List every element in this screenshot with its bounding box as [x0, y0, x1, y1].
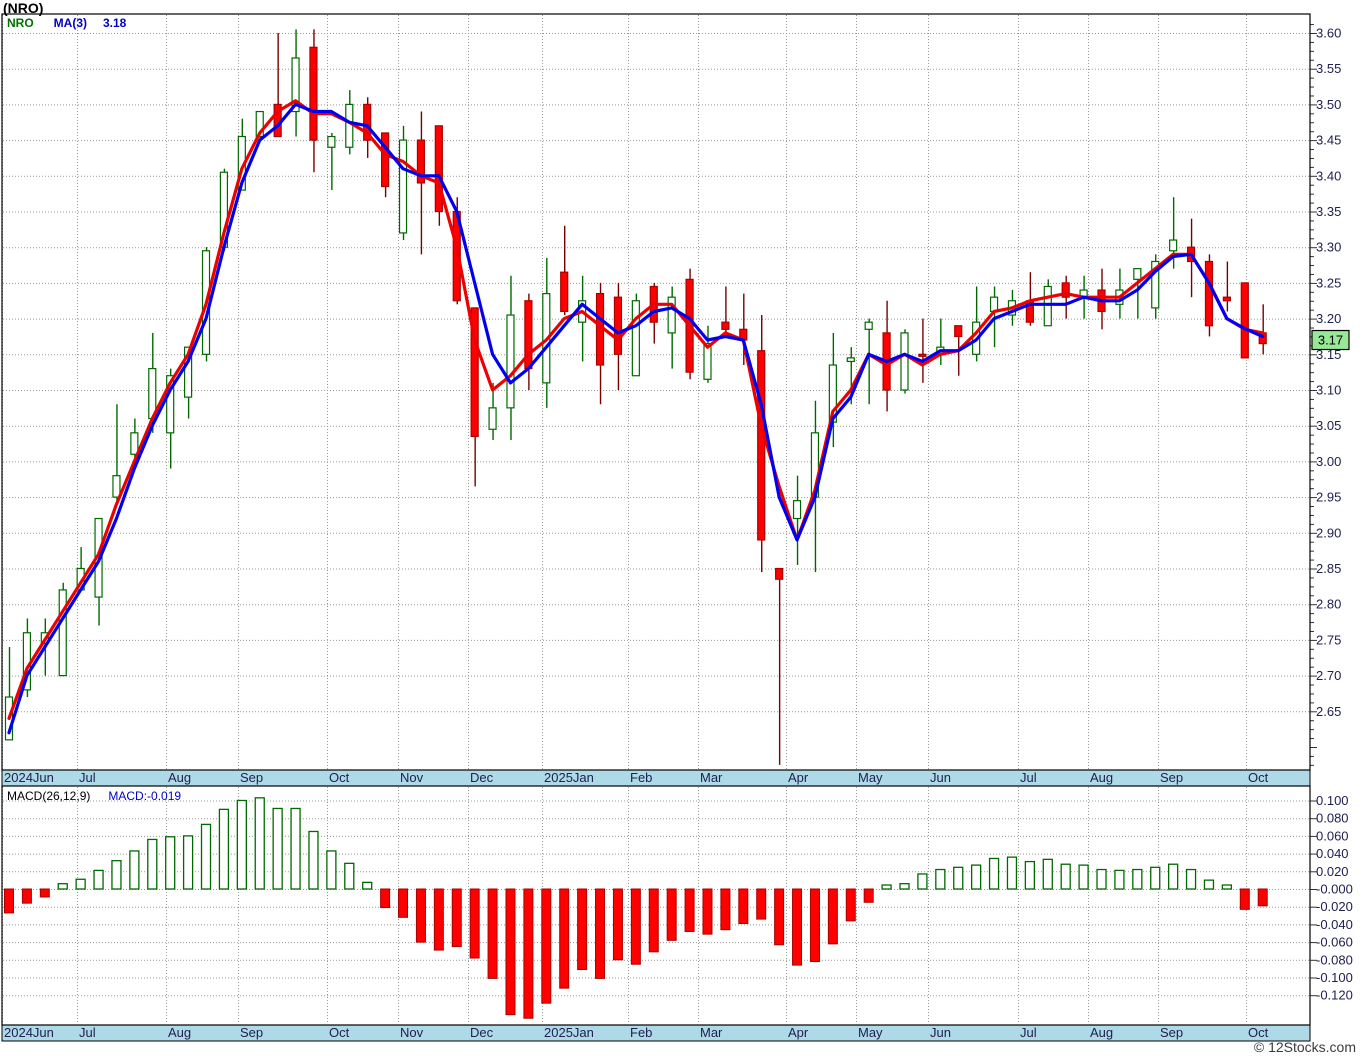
- svg-text:3.10: 3.10: [1316, 383, 1341, 398]
- svg-text:3.30: 3.30: [1316, 240, 1341, 255]
- svg-text:0.080: 0.080: [1316, 811, 1349, 826]
- svg-text:2025Jan: 2025Jan: [544, 1025, 594, 1040]
- svg-text:3.05: 3.05: [1316, 418, 1341, 433]
- ma-line-red: [7, 99, 1265, 721]
- svg-text:Mar: Mar: [700, 1025, 723, 1040]
- svg-text:0.060: 0.060: [1316, 828, 1349, 843]
- macd-histogram: [4, 797, 1268, 1019]
- svg-text:2025Jan: 2025Jan: [544, 770, 594, 785]
- svg-text:2.80: 2.80: [1316, 597, 1341, 612]
- svg-text:3.15: 3.15: [1316, 347, 1341, 362]
- page-title: (NRO): [3, 0, 44, 16]
- svg-text:Mar: Mar: [700, 770, 723, 785]
- svg-text:-0.080: -0.080: [1316, 952, 1353, 967]
- ma-line-blue: [7, 102, 1265, 735]
- svg-text:Jul: Jul: [79, 1025, 96, 1040]
- svg-text:-0.040: -0.040: [1316, 917, 1353, 932]
- svg-text:Oct: Oct: [1248, 770, 1269, 785]
- svg-text:2.70: 2.70: [1316, 668, 1341, 683]
- ma-value: 3.18: [103, 16, 127, 30]
- svg-text:Sep: Sep: [240, 1025, 263, 1040]
- ma-label: MA(3): [53, 16, 87, 30]
- svg-text:3.35: 3.35: [1316, 204, 1341, 219]
- price-legend: NRO MA(3) 3.18: [7, 16, 126, 30]
- macd-current-value: MACD:-0.019: [108, 789, 182, 803]
- svg-text:Aug: Aug: [1090, 770, 1113, 785]
- macd-legend: MACD(26,12,9) MACD:-0.019: [7, 789, 181, 803]
- svg-text:3.25: 3.25: [1316, 275, 1341, 290]
- svg-text:2.90: 2.90: [1316, 525, 1341, 540]
- svg-text:2024Jun: 2024Jun: [4, 1025, 54, 1040]
- svg-text:Jul: Jul: [1020, 770, 1037, 785]
- macd-axis: 0.100 0.080 0.060 0.040 0.020 -0.000 -0.020 -0.…: [1310, 793, 1353, 1003]
- svg-text:Oct: Oct: [329, 1025, 350, 1040]
- svg-text:0.100: 0.100: [1316, 793, 1349, 808]
- svg-text:Aug: Aug: [168, 770, 191, 785]
- svg-text:Aug: Aug: [168, 1025, 191, 1040]
- svg-text:May: May: [858, 1025, 883, 1040]
- svg-text:Jul: Jul: [79, 770, 96, 785]
- svg-text:-0.000: -0.000: [1316, 882, 1353, 897]
- svg-text:Aug: Aug: [1090, 1025, 1113, 1040]
- svg-text:Nov: Nov: [400, 770, 424, 785]
- svg-text:Apr: Apr: [788, 770, 809, 785]
- svg-text:-0.020: -0.020: [1316, 899, 1353, 914]
- svg-text:3.00: 3.00: [1316, 454, 1341, 469]
- svg-text:3.20: 3.20: [1316, 311, 1341, 326]
- svg-text:2024Jun: 2024Jun: [4, 770, 54, 785]
- svg-text:2.75: 2.75: [1316, 632, 1341, 647]
- svg-text:3.17: 3.17: [1318, 333, 1343, 348]
- price-axis: 3.60 3.55 3.50 3.45 3.40 3.35 3.30 3.25 3.20 3.15…: [1310, 24, 1341, 766]
- svg-text:Dec: Dec: [470, 770, 494, 785]
- svg-text:Feb: Feb: [630, 1025, 652, 1040]
- macd-params-label: MACD(26,12,9): [7, 789, 91, 803]
- svg-text:Oct: Oct: [329, 770, 350, 785]
- svg-text:3.40: 3.40: [1316, 168, 1341, 183]
- svg-text:3.60: 3.60: [1316, 26, 1341, 41]
- svg-text:3.45: 3.45: [1316, 133, 1341, 148]
- svg-text:Nov: Nov: [400, 1025, 424, 1040]
- svg-text:Apr: Apr: [788, 1025, 809, 1040]
- svg-text:2.95: 2.95: [1316, 490, 1341, 505]
- svg-text:Sep: Sep: [1160, 1025, 1183, 1040]
- date-axis-band-bottom: 2024Jun Jul Aug Sep Oct Nov Dec 2025Jan Feb Mar Ap…: [1, 1024, 1311, 1042]
- svg-text:3.55: 3.55: [1316, 61, 1341, 76]
- price-panel-border: [1, 13, 1311, 771]
- svg-text:-0.060: -0.060: [1316, 935, 1353, 950]
- site-credit: © 12Stocks.com: [1253, 1039, 1356, 1055]
- svg-text:Dec: Dec: [470, 1025, 494, 1040]
- svg-text:Sep: Sep: [1160, 770, 1183, 785]
- svg-text:0.020: 0.020: [1316, 864, 1349, 879]
- svg-text:Oct: Oct: [1248, 1025, 1269, 1040]
- svg-text:2.65: 2.65: [1316, 704, 1341, 719]
- svg-text:Jul: Jul: [1020, 1025, 1037, 1040]
- svg-text:Jun: Jun: [930, 1025, 951, 1040]
- svg-text:2.85: 2.85: [1316, 561, 1341, 576]
- svg-text:3.50: 3.50: [1316, 97, 1341, 112]
- date-axis-band-top: 2024Jun Jul Aug Sep Oct Nov Dec 2025Jan Feb Mar Ap…: [1, 769, 1311, 787]
- macd-panel-border: [1, 785, 1311, 1026]
- svg-text:May: May: [858, 770, 883, 785]
- svg-text:Jun: Jun: [930, 770, 951, 785]
- last-price-badge: 3.17: [1311, 329, 1350, 351]
- svg-text:-0.120: -0.120: [1316, 988, 1353, 1003]
- svg-text:-0.100: -0.100: [1316, 970, 1353, 985]
- svg-text:0.040: 0.040: [1316, 846, 1349, 861]
- svg-text:Sep: Sep: [240, 770, 263, 785]
- symbol-label: NRO: [7, 16, 34, 30]
- svg-text:Feb: Feb: [630, 770, 652, 785]
